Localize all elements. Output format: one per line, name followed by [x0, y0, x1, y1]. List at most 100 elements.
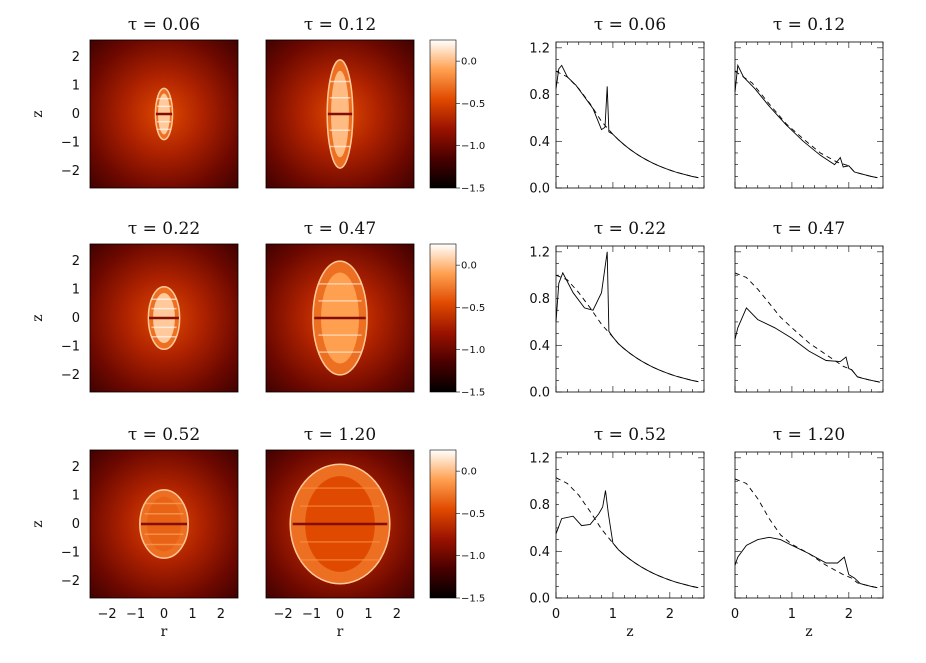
profile-panel: τ = 0.52 1.2 0.8 0.4 0.00 1 2 z — [529, 425, 705, 640]
colorbar-tick-label: −0.5 — [461, 99, 485, 110]
density-maps: τ = 0.06 2 1 0 −1 −2 z τ = 0.12 τ = 0.22 2 1 0 −1 −2 z… — [30, 15, 485, 640]
panel-title: τ = 0.06 — [128, 15, 200, 35]
map-frame — [89, 449, 239, 599]
simulation-curve — [734, 536, 878, 589]
plot-frame — [555, 245, 705, 393]
x-tick-label: −1 — [126, 607, 145, 622]
y-tick-label: 1.2 — [529, 41, 550, 56]
colorbar-tick-label: −0.5 — [461, 509, 485, 520]
y-tick-label: 0.8 — [529, 498, 550, 513]
x-tick-label: −2 — [273, 607, 292, 622]
y-tick-label: 2 — [72, 254, 80, 269]
x-axis-label: z — [805, 624, 812, 640]
y-axis-label: z — [30, 520, 46, 527]
profile-panel: τ = 1.20 0 1 2 z — [731, 425, 884, 640]
y-tick-label: 1 — [72, 489, 80, 504]
panel-title: τ = 0.06 — [594, 15, 666, 35]
colorbar-tick-label: 0.0 — [461, 261, 477, 272]
colorbar-tick-label: 0.0 — [461, 57, 477, 68]
y-tick-label: 0.4 — [529, 135, 550, 150]
profile-panel: τ = 0.12 — [734, 15, 884, 189]
x-tick-label: 0 — [336, 607, 344, 622]
colorbar-tick-label: −1.0 — [461, 551, 485, 562]
y-tick-label: 0.8 — [529, 292, 550, 307]
colorbar: 0.0 −0.5 −1.0 −1.5 — [429, 243, 485, 399]
y-tick-label: 0 — [72, 107, 80, 122]
plot-frame — [555, 451, 705, 599]
y-tick-label: 1 — [72, 283, 80, 298]
x-tick-label: 0 — [731, 607, 739, 622]
simulation-curve — [555, 490, 699, 589]
panel-title: τ = 0.47 — [773, 219, 845, 239]
panel-title: τ = 1.20 — [773, 425, 845, 445]
panel-title: τ = 0.12 — [773, 15, 845, 35]
y-tick-label: 0 — [72, 311, 80, 326]
x-tick-label: 1 — [788, 607, 796, 622]
simulation-curve — [555, 251, 699, 383]
y-tick-label: 0.4 — [529, 339, 550, 354]
x-axis-label: z — [626, 624, 633, 640]
map-panel: τ = 1.20 −2 −1 0 1 2 r — [265, 425, 415, 640]
colorbar-gradient — [429, 449, 457, 599]
map-panel: τ = 0.12 — [265, 15, 415, 189]
y-tick-label: 1.2 — [529, 451, 550, 466]
y-tick-label: −1 — [61, 545, 80, 560]
simulation-curve — [555, 64, 699, 179]
panel-title: τ = 0.22 — [594, 219, 666, 239]
x-tick-label: 0 — [552, 607, 560, 622]
map-panel: τ = 0.47 — [265, 219, 415, 393]
y-axis-label: z — [30, 110, 46, 117]
x-tick-label: 0 — [160, 607, 168, 622]
simulation-curve — [734, 63, 878, 179]
x-tick-label: −1 — [302, 607, 321, 622]
x-tick-label: 1 — [188, 607, 196, 622]
map-frame — [89, 243, 239, 393]
panel-title: τ = 0.52 — [128, 425, 200, 445]
colorbar-tick-label: −1.0 — [461, 141, 485, 152]
panel-title: τ = 0.22 — [128, 219, 200, 239]
x-axis-label: r — [161, 624, 168, 640]
density-profiles: τ = 0.06 1.2 0.8 0.4 0.0 τ = 0.12 τ = 0.22 1.2 0… — [529, 15, 884, 640]
plot-frame — [734, 41, 884, 189]
y-tick-label: 0.0 — [529, 182, 550, 197]
colorbar-tick-label: −1.0 — [461, 345, 485, 356]
y-tick-label: −1 — [61, 339, 80, 354]
y-tick-label: 0.0 — [529, 386, 550, 401]
x-axis-label: r — [337, 624, 344, 640]
map-panel: τ = 0.52 2 1 0 −1 −2 z −2 −1 0 1 2 r — [30, 425, 239, 640]
map-panel: τ = 0.06 2 1 0 −1 −2 z — [30, 15, 239, 189]
x-tick-label: 2 — [666, 607, 674, 622]
panel-title: τ = 0.47 — [304, 219, 376, 239]
colorbar-gradient — [429, 39, 457, 189]
y-tick-label: 0.8 — [529, 88, 550, 103]
map-frame — [89, 39, 239, 189]
x-tick-label: −2 — [97, 607, 116, 622]
y-tick-label: −2 — [61, 164, 80, 179]
map-frame — [265, 449, 415, 599]
x-tick-label: 1 — [609, 607, 617, 622]
y-tick-label: 1.2 — [529, 245, 550, 260]
y-tick-label: 2 — [72, 50, 80, 65]
map-panel: τ = 0.22 2 1 0 −1 −2 z — [30, 219, 239, 393]
profile-panel: τ = 0.06 1.2 0.8 0.4 0.0 — [529, 15, 705, 197]
profile-panel: τ = 0.47 — [734, 219, 884, 393]
y-tick-label: 0.4 — [529, 545, 550, 560]
y-tick-label: 0 — [72, 517, 80, 532]
x-tick-label: 2 — [845, 607, 853, 622]
colorbar-gradient — [429, 243, 457, 393]
y-tick-label: −1 — [61, 135, 80, 150]
panel-title: τ = 0.52 — [594, 425, 666, 445]
colorbar-tick-label: −1.5 — [461, 388, 485, 399]
plot-frame — [734, 451, 884, 599]
y-tick-label: −2 — [61, 368, 80, 383]
analytic-curve — [734, 70, 878, 179]
y-tick-label: 1 — [72, 79, 80, 94]
plot-frame — [734, 245, 884, 393]
x-tick-label: 2 — [217, 607, 225, 622]
x-tick-label: 2 — [393, 607, 401, 622]
colorbar-tick-label: −1.5 — [461, 184, 485, 195]
y-tick-label: −2 — [61, 574, 80, 589]
map-frame — [265, 243, 415, 393]
x-tick-label: 1 — [364, 607, 372, 622]
